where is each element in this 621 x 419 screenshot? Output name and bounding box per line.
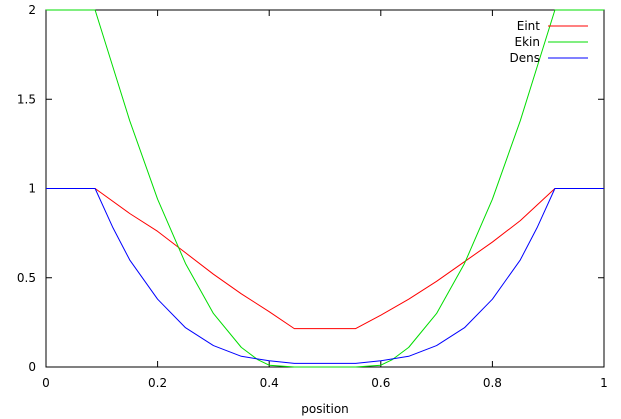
axis-tick-labels: 0 0.2 0.4 0.6 0.8 1 0 0.5 1 1.5 2 [17, 3, 608, 390]
y-tick-label: 0.5 [17, 271, 36, 285]
y-tick-label: 0 [28, 360, 36, 374]
legend-label-dens: Dens [510, 51, 540, 65]
x-tick-label: 0.6 [371, 376, 390, 390]
y-tick-label: 1 [28, 182, 36, 196]
legend: Eint Ekin Dens [510, 19, 588, 65]
series-line-dens [46, 188, 604, 364]
series-line-ekin [46, 9, 604, 368]
y-tick-label: 2 [28, 3, 36, 17]
x-tick-label: 0.2 [148, 376, 167, 390]
legend-label-ekin: Ekin [515, 35, 540, 49]
x-tick-label: 0 [42, 376, 50, 390]
legend-label-eint: Eint [517, 19, 541, 33]
y-tick-label: 1.5 [17, 92, 36, 106]
series-line-eint [46, 188, 604, 330]
x-tick-label: 0.4 [260, 376, 279, 390]
x-axis-title: position [301, 402, 349, 416]
x-tick-label: 1 [600, 376, 608, 390]
series-lines [46, 9, 604, 368]
x-tick-label: 0.8 [483, 376, 502, 390]
